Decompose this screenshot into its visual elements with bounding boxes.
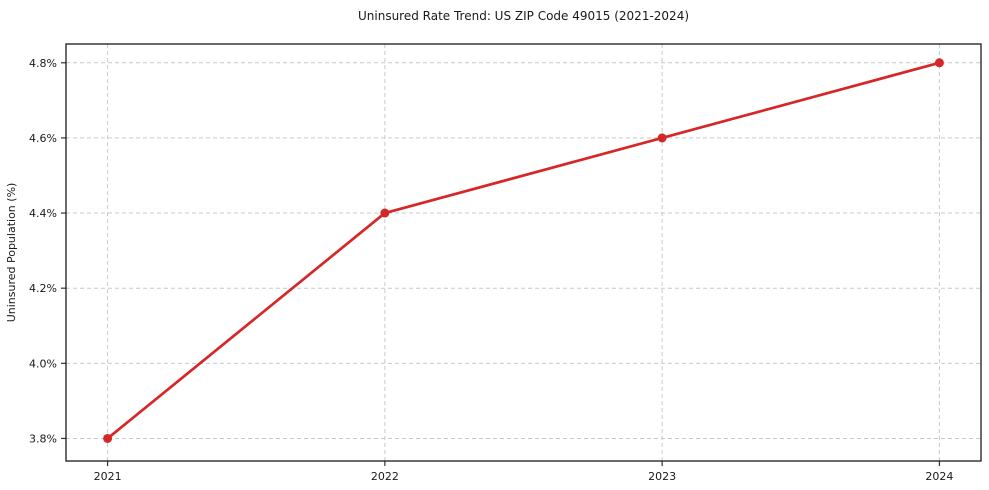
x-tick-label: 2023 (648, 470, 676, 483)
y-axis-label: Uninsured Population (%) (5, 183, 18, 323)
data-point-2024 (934, 58, 944, 68)
y-tick-label: 4.6% (29, 132, 57, 145)
y-tick-label: 4.2% (29, 282, 57, 295)
x-tick-label: 2022 (371, 470, 399, 483)
data-point-2022 (380, 208, 390, 218)
y-tick-label: 4.4% (29, 207, 57, 220)
data-point-2023 (657, 133, 667, 143)
y-tick-label: 3.8% (29, 432, 57, 445)
data-point-2021 (103, 433, 113, 443)
chart-title: Uninsured Rate Trend: US ZIP Code 49015 … (357, 9, 690, 23)
x-tick-label: 2021 (94, 470, 122, 483)
trend-line (106, 61, 941, 440)
y-tick-label: 4.0% (29, 357, 57, 370)
y-tick-label: 4.8% (29, 57, 57, 70)
plot-border (65, 43, 982, 462)
x-tick-label: 2024 (925, 470, 953, 483)
